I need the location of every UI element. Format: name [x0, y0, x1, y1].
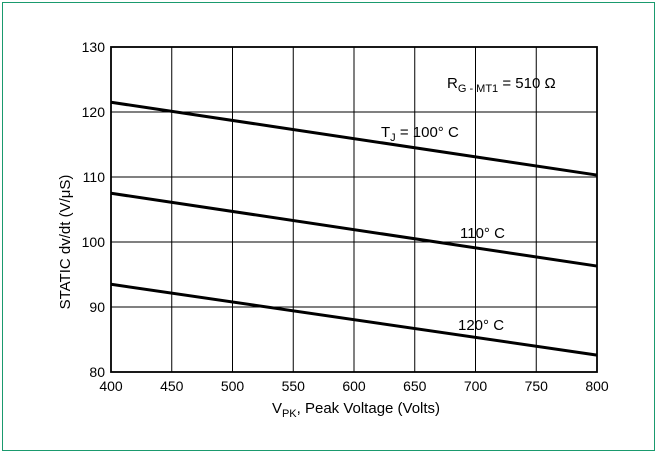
x-axis-title: VPK, Peak Voltage (Volts): [272, 400, 440, 420]
x-tick-label: 800: [585, 378, 609, 394]
series-line-120c: [110, 282, 598, 357]
series-line-110c: [110, 191, 598, 268]
resistance-annotation: RG - MT1 = 510 Ω: [447, 75, 556, 95]
x-tick-label: 400: [99, 378, 123, 394]
y-tick-label: 110: [83, 169, 106, 185]
series-label-100c: TJ = 100° C: [381, 124, 459, 144]
y-tick-label: 90: [89, 299, 105, 315]
series-label-110c: 110° C: [460, 225, 505, 242]
series-line-100c: [110, 100, 598, 177]
x-tick-label: 600: [342, 378, 366, 394]
y-tick-label: 130: [82, 39, 106, 55]
x-tick-label: 750: [525, 378, 549, 394]
x-tick-label: 550: [282, 378, 306, 394]
series-label-120c: 120° C: [458, 317, 504, 334]
tick-labels: 400 450 500 550 600 650 700 750 800 80 90 100 110 120…: [82, 39, 609, 394]
grid: [111, 47, 597, 372]
plot-border: [110, 46, 598, 373]
y-tick-label: 120: [82, 104, 106, 120]
x-tick-label: 500: [221, 378, 245, 394]
x-tick-label: 450: [160, 378, 184, 394]
y-tick-label: 80: [89, 364, 105, 380]
y-axis-title: STATIC dv/dt (V/μS): [57, 175, 74, 310]
x-tick-label: 700: [464, 378, 488, 394]
series-layer: [110, 100, 598, 357]
y-tick-label: 100: [82, 234, 106, 250]
x-tick-label: 650: [403, 378, 427, 394]
